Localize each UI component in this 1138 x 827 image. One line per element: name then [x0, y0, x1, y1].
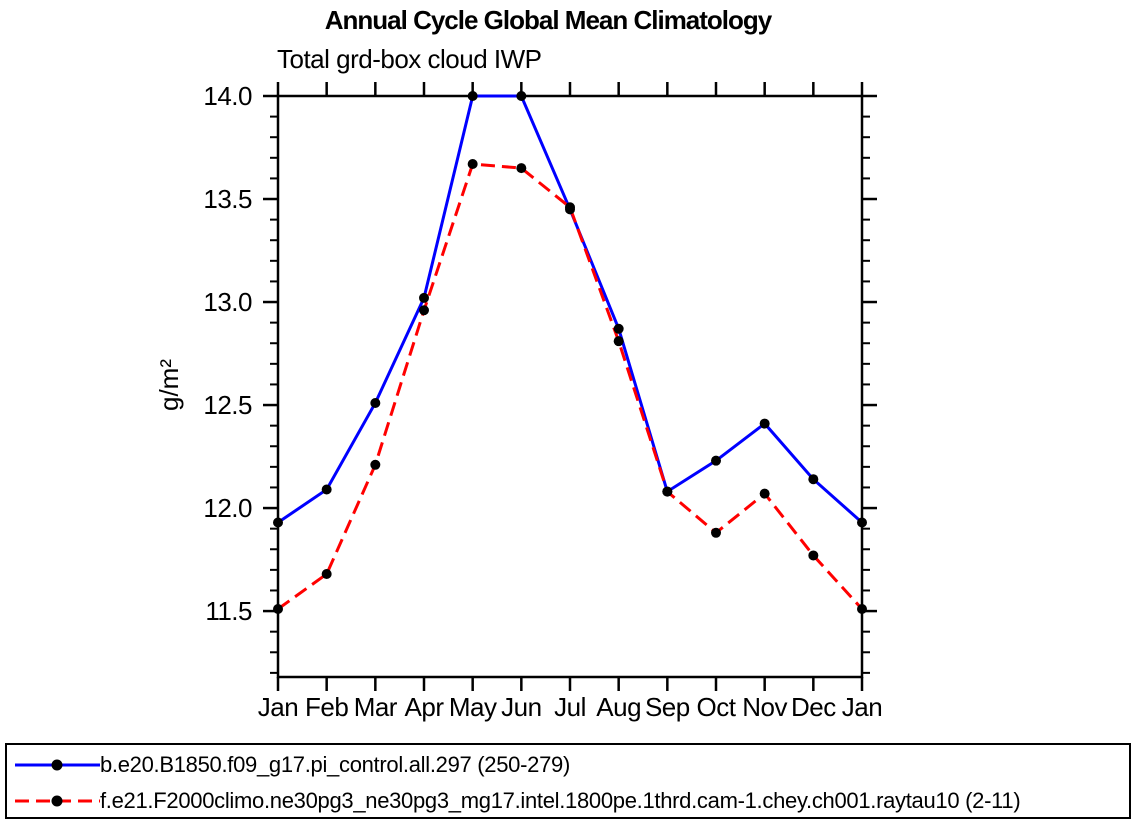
- legend: b.e20.B1850.f09_g17.pi_control.all.297 (…: [5, 743, 1131, 819]
- x-tick-label: Jul: [554, 692, 586, 722]
- chart-subtitle: Total grd-box cloud IWP: [277, 44, 542, 74]
- data-point-marker: [321, 484, 332, 495]
- legend-item: b.e20.B1850.f09_g17.pi_control.all.297 (…: [13, 747, 570, 783]
- x-tick-label: Dec: [791, 692, 836, 722]
- x-tick-label: Apr: [405, 692, 445, 722]
- data-point-marker: [613, 323, 624, 334]
- data-point-marker: [419, 292, 429, 303]
- data-point-marker: [808, 550, 819, 561]
- y-axis-title: g/m²: [154, 359, 184, 411]
- x-tick-label: May: [449, 692, 497, 722]
- legend-line-sample-dashed-red: [15, 795, 100, 807]
- x-tick-label: Oct: [697, 692, 737, 722]
- data-point-marker: [857, 604, 867, 615]
- x-tick-label: Aug: [596, 692, 641, 722]
- x-axis-tick-labels: Jan Feb Mar Apr May Jun Jul Aug Sep Oct Nov Dec Jan: [258, 692, 883, 722]
- data-point-marker: [711, 455, 721, 466]
- data-point-marker: [321, 568, 332, 579]
- x-tick-label: Feb: [305, 692, 348, 722]
- data-point-marker: [467, 158, 478, 169]
- x-tick-label: Sep: [645, 692, 690, 722]
- y-tick-label: 11.5: [205, 596, 252, 626]
- data-point-marker: [662, 486, 673, 497]
- data-point-marker: [857, 517, 867, 528]
- data-point-marker: [516, 163, 527, 174]
- y-tick-label: 13.0: [203, 287, 252, 317]
- data-point-marker: [711, 527, 721, 538]
- data-point-marker: [808, 474, 819, 485]
- data-point-marker: [467, 91, 478, 101]
- x-tick-label: Mar: [354, 692, 398, 722]
- series-line-0: [277, 94, 863, 524]
- data-point-marker: [565, 202, 575, 213]
- y-axis-minor-ticks: [270, 115, 870, 674]
- x-tick-label: Jan: [842, 692, 882, 722]
- data-point-marker: [273, 517, 283, 528]
- x-tick-label: Jan: [258, 692, 298, 722]
- series-markers-0: [273, 91, 867, 528]
- y-tick-label: 13.5: [203, 184, 252, 214]
- plot-frame: [276, 94, 864, 679]
- data-point-marker: [516, 91, 527, 101]
- legend-marker-dot: [51, 795, 63, 807]
- y-tick-label: 12.0: [203, 493, 252, 523]
- data-point-marker: [759, 418, 770, 429]
- legend-label: b.e20.B1850.f09_g17.pi_control.all.297 (…: [100, 752, 570, 777]
- y-tick-label: 14.0: [203, 81, 252, 111]
- legend-item: f.e21.F2000climo.ne30pg3_ne30pg3_mg17.in…: [13, 783, 1021, 819]
- data-point-marker: [273, 604, 283, 615]
- y-tick-label: 12.5: [203, 390, 252, 420]
- data-point-marker: [370, 459, 381, 470]
- legend-label: f.e21.F2000climo.ne30pg3_ne30pg3_mg17.in…: [100, 788, 1021, 813]
- x-tick-label: Nov: [742, 692, 787, 722]
- x-tick-label: Jun: [501, 692, 541, 722]
- y-axis-tick-labels: 11.5 12.0 12.5 13.0 13.5 14.0: [203, 81, 252, 626]
- series-markers-1: [273, 158, 867, 615]
- chart-title: Annual Cycle Global Mean Climatology: [324, 5, 773, 35]
- legend-marker-dot: [51, 759, 63, 771]
- y-axis-major-ticks: [263, 94, 877, 613]
- data-point-marker: [370, 397, 381, 408]
- data-point-marker: [759, 488, 770, 499]
- x-axis-ticks: [276, 82, 864, 691]
- data-point-marker: [613, 336, 624, 347]
- series-line-1: [277, 162, 864, 611]
- data-point-marker: [419, 305, 429, 316]
- legend-line-sample-solid-blue: [15, 759, 100, 771]
